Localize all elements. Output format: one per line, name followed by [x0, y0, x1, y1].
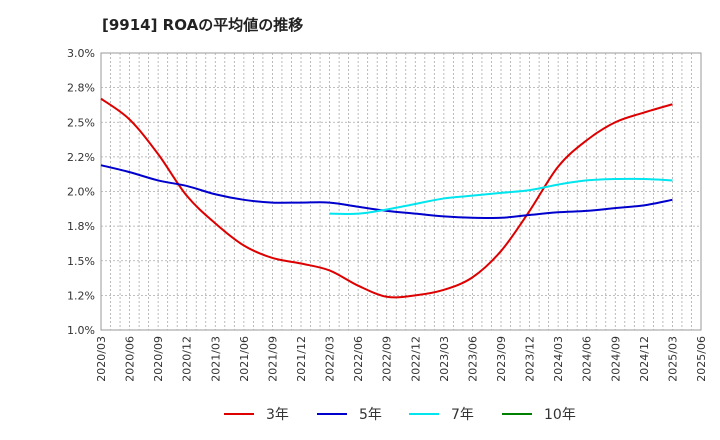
chart-title: [9914] ROAの平均値の推移: [102, 16, 304, 34]
x-tick-label: 2020/09: [152, 336, 165, 382]
x-tick-label: 2024/12: [638, 336, 651, 382]
x-tick-label: 2021/12: [295, 336, 308, 382]
legend-label: 3年: [266, 407, 289, 423]
y-tick-label: 2.0%: [67, 186, 95, 199]
x-tick-label: 2023/06: [466, 336, 479, 382]
x-tick-label: 2023/09: [495, 336, 508, 382]
x-tick-label: 2021/06: [238, 336, 251, 382]
y-tick-label: 1.0%: [67, 324, 95, 337]
y-tick-label: 1.8%: [67, 220, 95, 233]
x-tick-label: 2024/09: [609, 336, 622, 382]
x-tick-label: 2021/03: [209, 336, 222, 382]
x-tick-label: 2022/06: [352, 336, 365, 382]
y-tick-label: 1.2%: [67, 289, 95, 302]
y-tick-label: 1.5%: [67, 255, 95, 268]
series-line-3: [329, 177, 673, 215]
x-tick-label: 2021/09: [266, 336, 279, 382]
y-tick-label: 3.0%: [67, 47, 95, 60]
x-tick-label: 2020/06: [124, 336, 137, 382]
y-tick-label: 2.2%: [67, 151, 95, 164]
legend-label: 5年: [359, 407, 382, 423]
x-tick-label: 2023/12: [524, 336, 537, 382]
x-tick-label: 2025/03: [666, 336, 679, 382]
x-tick-label: 2022/09: [381, 336, 394, 382]
y-tick-label: 2.5%: [67, 116, 95, 129]
series-line-2: [100, 164, 673, 220]
x-tick-label: 2024/03: [552, 336, 565, 382]
x-tick-label: 2025/06: [695, 336, 708, 382]
x-tick-label: 2020/03: [95, 336, 108, 382]
x-tick-label: 2022/03: [324, 336, 337, 382]
series-line-1: [100, 97, 673, 299]
x-tick-label: 2024/06: [581, 336, 594, 382]
x-tick-label: 2020/12: [181, 336, 194, 382]
x-tick-label: 2023/03: [438, 336, 451, 382]
legend-label: 7年: [451, 407, 474, 423]
y-tick-label: 2.8%: [67, 82, 95, 95]
x-tick-label: 2022/12: [409, 336, 422, 382]
legend-label: 10年: [544, 407, 576, 423]
